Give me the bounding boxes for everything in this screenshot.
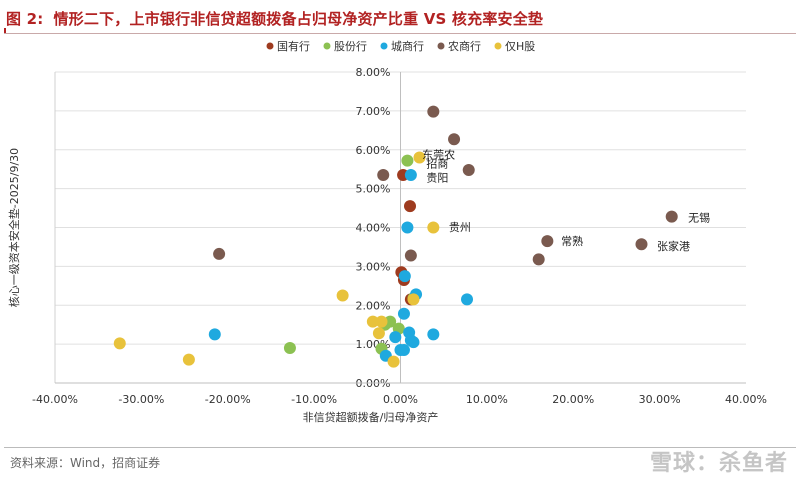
point-annotation: 东莞农 <box>422 147 455 161</box>
data-point <box>113 337 126 350</box>
data-point <box>283 342 296 355</box>
legend-marker <box>380 42 388 50</box>
point-annotation: 招商 <box>426 157 448 171</box>
y-tick-label: 3.00% <box>356 260 391 273</box>
data-point <box>407 336 420 349</box>
data-point <box>401 221 414 234</box>
data-point <box>541 235 554 248</box>
x-tick-label: -40.00% <box>32 393 78 406</box>
legend-label: 仅H股 <box>505 40 535 53</box>
figure-title-text: 情形二下，上市银行非信贷超额拨备占归母净资产比重 VS 核充率安全垫 <box>53 10 544 28</box>
data-point <box>461 293 474 306</box>
y-tick-label: 8.00% <box>356 66 391 79</box>
point-annotation: 张家港 <box>657 239 690 253</box>
data-point <box>532 253 545 266</box>
data-point <box>182 353 195 366</box>
footer-divider <box>4 447 796 448</box>
data-point <box>462 163 475 176</box>
y-tick-label: 2.00% <box>356 299 391 312</box>
x-tick-label: 0.00% <box>383 393 418 406</box>
legend-marker <box>266 42 274 50</box>
x-tick-label: 10.00% <box>466 393 508 406</box>
data-point <box>213 247 226 260</box>
y-axis-title: 核心一级资本安全垫-2025/9/30 <box>7 148 21 307</box>
title-divider <box>4 33 796 34</box>
legend-marker <box>323 42 331 50</box>
data-point <box>427 328 440 341</box>
x-tick-label: -30.00% <box>118 393 164 406</box>
data-point <box>397 343 410 356</box>
data-point <box>635 238 648 251</box>
y-tick-label: 4.00% <box>356 222 391 235</box>
y-tick-label: 5.00% <box>356 183 391 196</box>
legend-label: 农商行 <box>448 39 481 53</box>
x-tick-label: 30.00% <box>639 393 681 406</box>
watermark: 雪球：杀鱼者 <box>649 451 788 476</box>
data-point <box>404 249 417 262</box>
x-tick-label: -10.00% <box>291 393 337 406</box>
data-point <box>401 154 414 167</box>
data-point <box>427 105 440 118</box>
x-tick-label: 40.00% <box>725 393 767 406</box>
data-point <box>413 151 426 164</box>
legend-label: 国有行 <box>277 39 310 53</box>
legend-label: 城商行 <box>391 39 424 53</box>
x-axis-title: 非信贷超额拨备/归母净资产 <box>303 410 439 424</box>
data-point <box>665 210 678 223</box>
data-point <box>372 327 385 340</box>
data-point <box>377 169 390 182</box>
y-tick-label: 7.00% <box>356 105 391 118</box>
x-tick-label: -20.00% <box>205 393 251 406</box>
figure-number: 图 2: <box>6 10 44 28</box>
point-annotation: 常熟 <box>561 234 583 248</box>
data-point <box>404 200 417 213</box>
data-point <box>397 307 410 320</box>
data-point <box>366 315 379 328</box>
data-point <box>427 221 440 234</box>
point-annotation: 无锡 <box>688 210 710 224</box>
y-tick-label: 6.00% <box>356 144 391 157</box>
legend-marker <box>494 42 502 50</box>
data-point <box>404 169 417 182</box>
x-tick-label: 20.00% <box>552 393 594 406</box>
data-point <box>407 293 420 306</box>
figure-title: 图 2: 情形二下，上市银行非信贷超额拨备占归母净资产比重 VS 核充率安全垫 <box>6 8 543 29</box>
scatter-chart: 0.00%1.00%2.00%3.00%4.00%5.00%6.00%7.00%… <box>7 39 767 424</box>
data-point <box>375 315 388 328</box>
point-annotation: 贵州 <box>449 221 471 234</box>
title-accent-mark <box>4 28 6 34</box>
point-annotation: 贵阳 <box>426 172 448 185</box>
data-point <box>208 328 221 341</box>
data-point <box>389 331 402 344</box>
source-note: 资料来源：Wind，招商证券 <box>10 456 161 470</box>
data-point <box>448 133 461 146</box>
legend-marker <box>437 42 445 50</box>
data-point <box>336 289 349 302</box>
data-point <box>398 270 411 283</box>
legend-label: 股份行 <box>334 40 367 53</box>
data-point <box>387 355 400 368</box>
